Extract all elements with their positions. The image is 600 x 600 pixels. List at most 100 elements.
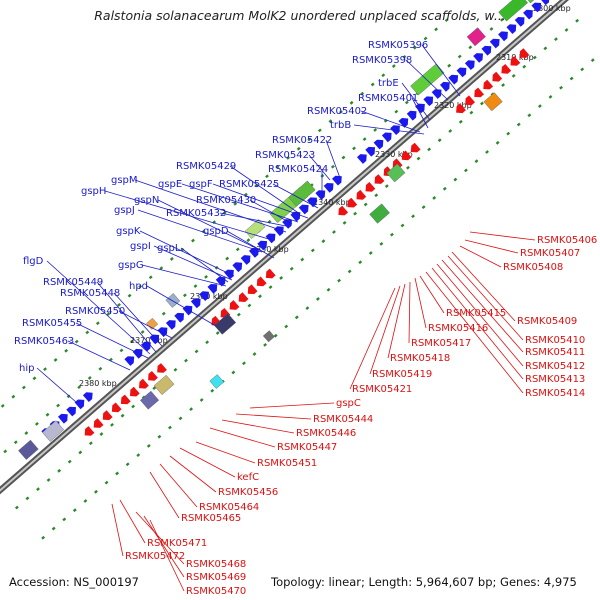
tick-dot xyxy=(85,330,90,335)
forward-gene-arrow xyxy=(406,110,417,121)
tick-dot xyxy=(442,186,447,191)
feature-block xyxy=(140,390,160,410)
tick-dot xyxy=(564,28,569,32)
tick-dot xyxy=(554,37,558,42)
leader-line xyxy=(36,367,77,403)
tick-dot xyxy=(99,432,104,436)
tick-dot xyxy=(182,293,187,298)
tick-dot xyxy=(78,450,83,455)
tick-dot xyxy=(307,137,312,142)
forward-gene-arrow xyxy=(199,291,209,301)
reverse-gene-arrow xyxy=(365,182,376,192)
tick-dot xyxy=(242,361,246,366)
tick-dot xyxy=(406,165,410,170)
tick-dot xyxy=(516,122,521,127)
forward-gene-arrow xyxy=(165,320,176,330)
leader-line xyxy=(137,209,263,253)
tick-dot xyxy=(215,331,220,335)
scale-label: 2300 kbp xyxy=(533,4,571,13)
forward-gene-label: RSMK05449 xyxy=(43,277,103,288)
tick-dot xyxy=(427,147,432,152)
tick-dot xyxy=(353,211,358,216)
leader-line xyxy=(414,277,427,329)
forward-gene-label: RSMK05423 xyxy=(255,150,315,161)
tick-dot xyxy=(110,422,114,427)
tick-dot xyxy=(115,471,120,476)
forward-gene-label: flgD xyxy=(23,256,44,267)
tick-dot xyxy=(106,312,111,316)
tick-dot xyxy=(391,64,396,68)
forward-gene-arrow xyxy=(440,81,450,92)
tick-dot xyxy=(178,416,183,421)
tick-dot xyxy=(416,156,421,161)
forward-gene-arrow xyxy=(448,74,459,85)
feature-block xyxy=(214,313,237,335)
leader-line xyxy=(235,413,312,420)
tick-dot xyxy=(88,441,93,446)
tick-dot xyxy=(205,340,210,345)
forward-gene-arrow xyxy=(273,226,284,236)
tick-dot xyxy=(432,196,437,200)
leader-line xyxy=(272,183,319,209)
tick-dot xyxy=(522,64,527,69)
reverse-gene-label: RSMK05414 xyxy=(525,388,585,399)
tick-dot xyxy=(161,311,166,316)
forward-gene-arrow xyxy=(141,341,151,352)
scale-label: 2370 kbp xyxy=(130,336,168,345)
tick-dot xyxy=(74,339,79,344)
leader-line xyxy=(469,231,536,241)
tick-dot xyxy=(352,146,356,151)
reverse-gene-label: RSMK05470 xyxy=(186,586,246,597)
reverse-gene-label: RSMK05409 xyxy=(517,316,577,327)
tick-dot xyxy=(434,27,439,32)
feature-block xyxy=(209,374,225,389)
tick-dot xyxy=(148,275,153,280)
leader-line xyxy=(249,199,293,225)
feature-block xyxy=(483,92,503,112)
forward-gene-arrow xyxy=(332,175,342,186)
tick-dot xyxy=(252,352,257,356)
tick-dot xyxy=(296,146,301,151)
tick-dot xyxy=(168,425,172,430)
tick-dot xyxy=(0,403,5,408)
leader-line xyxy=(96,281,157,353)
scale-label: 2340 kbp xyxy=(313,198,351,207)
tick-dot xyxy=(326,287,331,292)
tick-dot xyxy=(43,367,47,372)
tick-dot xyxy=(559,85,563,90)
tick-dot xyxy=(51,526,56,531)
leader-line xyxy=(249,402,335,409)
tick-dot xyxy=(474,159,479,164)
tick-dot xyxy=(316,297,320,301)
leader-line xyxy=(134,179,287,233)
tick-dot xyxy=(35,421,39,426)
tick-dot xyxy=(349,100,354,105)
tick-dot xyxy=(247,303,252,308)
tick-dot xyxy=(13,440,18,445)
tick-dot xyxy=(400,223,405,228)
leader-line xyxy=(111,503,124,557)
forward-gene-arrow xyxy=(373,139,384,150)
reverse-gene-label: RSMK05471 xyxy=(147,538,207,549)
leader-line xyxy=(46,260,151,355)
reverse-gene-label: RSMK05410 xyxy=(525,335,585,346)
tick-dot xyxy=(173,367,178,372)
tick-dot xyxy=(64,348,69,353)
forward-gene-arrow xyxy=(531,2,542,13)
reverse-gene-label: RSMK05418 xyxy=(390,353,450,364)
scale-label: 2380 kbp xyxy=(79,379,117,388)
leader-line xyxy=(180,247,229,283)
feature-block xyxy=(288,180,316,207)
reverse-gene-arrow xyxy=(139,378,149,389)
tick-dot xyxy=(379,241,384,246)
tick-dot xyxy=(448,129,453,133)
tick-dot xyxy=(305,306,310,311)
tick-dot xyxy=(527,113,532,118)
reverse-gene-label: RSMK05446 xyxy=(296,428,356,439)
leader-line xyxy=(431,267,524,380)
leader-line xyxy=(451,251,516,322)
tick-dot xyxy=(11,394,16,399)
leader-line xyxy=(169,455,217,493)
reverse-gene-arrow xyxy=(102,410,113,421)
